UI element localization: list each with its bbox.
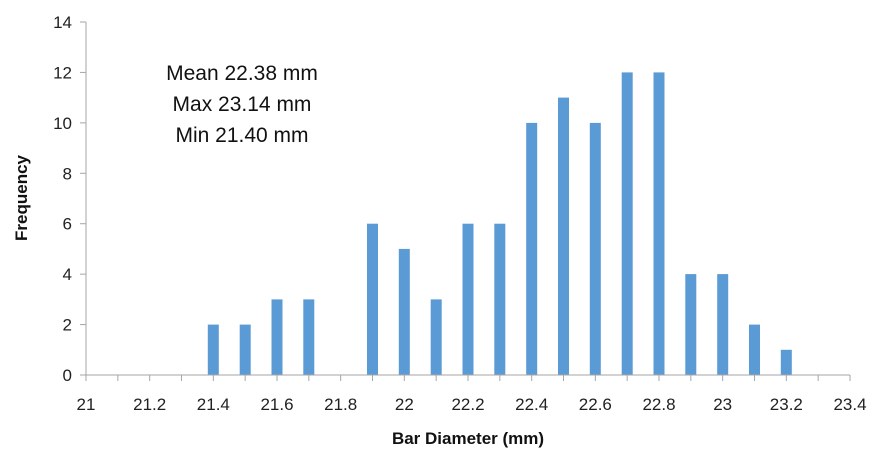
bars-group <box>207 72 792 376</box>
bar <box>239 324 251 375</box>
bar <box>494 223 506 375</box>
x-tick-label: 22.8 <box>642 395 675 414</box>
x-tick-label: 21.8 <box>324 395 357 414</box>
x-tick-label: 22 <box>395 395 414 414</box>
bar <box>653 72 665 376</box>
y-tick-label: 8 <box>63 164 72 183</box>
bar <box>685 274 697 375</box>
bar <box>780 349 792 375</box>
x-tick-label: 22.6 <box>579 395 612 414</box>
bar <box>207 324 219 375</box>
y-tick-label: 0 <box>63 366 72 385</box>
bar <box>462 223 474 375</box>
bar <box>367 223 378 375</box>
y-ticks-group: 0 2 4 6 8 10 12 14 <box>53 13 86 385</box>
bar <box>589 122 601 376</box>
x-ticks-group: 21 21.2 21.4 21.6 21.8 22 22.2 22.4 22.6 22.8 23 23… <box>77 375 867 414</box>
y-tick-label: 2 <box>63 316 72 335</box>
stat-max: Max 23.14 mm <box>173 93 312 116</box>
bar <box>558 97 569 375</box>
x-tick-label: 23.4 <box>833 395 866 414</box>
y-axis-title: Frequency <box>12 154 31 241</box>
x-tick-label: 21.4 <box>197 395 230 414</box>
y-tick-label: 10 <box>53 114 72 133</box>
x-tick-label: 22.2 <box>451 395 484 414</box>
bar <box>303 299 315 375</box>
x-tick-label: 21 <box>77 395 96 414</box>
x-tick-label: 23.2 <box>770 395 803 414</box>
y-tick-label: 4 <box>63 265 72 284</box>
bar <box>271 299 283 375</box>
bar <box>717 274 729 375</box>
bar <box>430 299 442 375</box>
x-tick-label: 21.6 <box>260 395 293 414</box>
stat-min: Min 21.40 mm <box>175 124 308 147</box>
y-tick-label: 6 <box>63 215 72 234</box>
bar <box>398 248 410 375</box>
y-tick-label: 12 <box>53 63 72 82</box>
bar <box>621 72 633 376</box>
bar <box>526 122 538 376</box>
summary-stats: Mean 22.38 mm Max 23.14 mm Min 21.40 mm <box>166 62 318 147</box>
stat-mean: Mean 22.38 mm <box>166 62 318 85</box>
bar <box>749 324 760 375</box>
x-tick-label: 21.2 <box>133 395 166 414</box>
x-axis-title: Bar Diameter (mm) <box>392 429 544 448</box>
y-tick-label: 14 <box>53 13 72 32</box>
x-tick-label: 23 <box>713 395 732 414</box>
x-tick-label: 22.4 <box>515 395 548 414</box>
